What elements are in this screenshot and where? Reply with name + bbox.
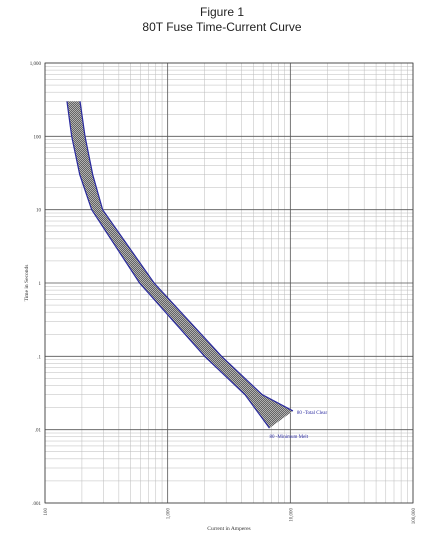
- x-tick-label: 100: [44, 508, 49, 516]
- y-tick-label: 100: [34, 135, 42, 140]
- chart-subtitle: 80T Fuse Time-Current Curve: [142, 20, 301, 34]
- y-tick-label: 1,000: [30, 62, 42, 67]
- y-tick-label: .01: [35, 429, 42, 434]
- x-axis-label: Current in Amperes: [207, 526, 250, 532]
- chart-title: Figure 1: [200, 5, 244, 19]
- x-tick-label: 1,000: [167, 508, 172, 520]
- y-tick-label: 10: [36, 209, 42, 214]
- curve: [66, 101, 270, 429]
- curve-label: 80 -Minimum Melt: [269, 435, 308, 440]
- y-tick-label: .001: [32, 502, 41, 507]
- plot-frame: [44, 62, 414, 504]
- curve-label: 80 -Total Clear: [297, 411, 328, 416]
- x-tick-label: 100,000: [412, 508, 417, 525]
- curve: [79, 101, 294, 412]
- y-tick-label: 1: [39, 282, 42, 287]
- band: [66, 101, 293, 429]
- y-axis-label: Time in Seconds: [24, 265, 30, 302]
- x-tick-label: 10,000: [289, 508, 294, 522]
- y-tick-label: .1: [37, 355, 41, 360]
